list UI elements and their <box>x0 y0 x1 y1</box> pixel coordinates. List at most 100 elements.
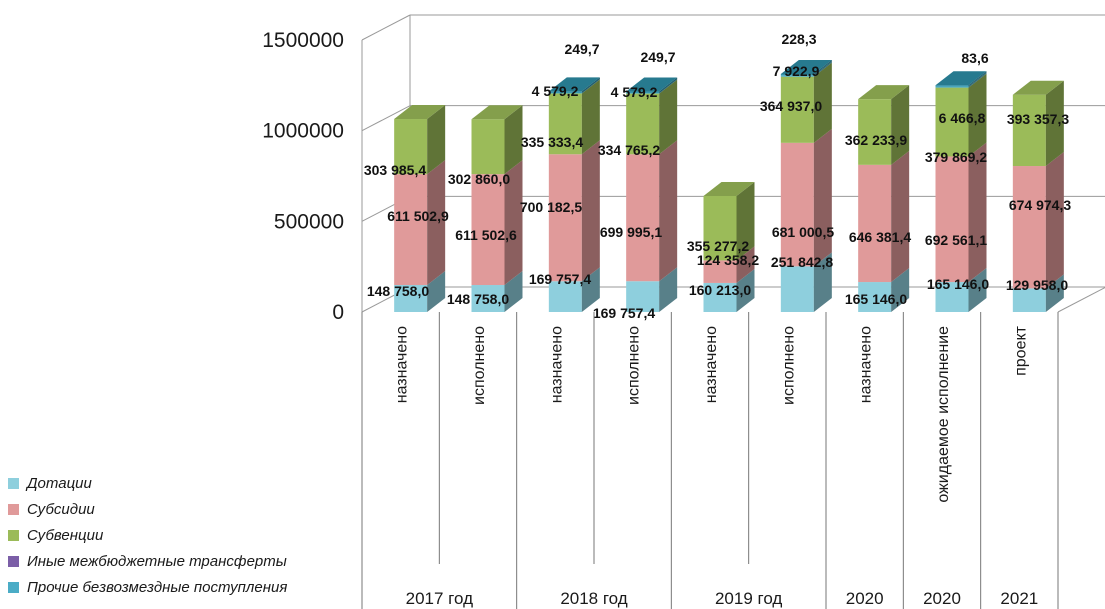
data-label: 169 757,4 <box>593 305 655 321</box>
bar-segment-side <box>581 77 600 93</box>
data-label: 165 146,0 <box>927 276 989 292</box>
x-group-label: 2020 <box>923 589 961 608</box>
bar-segment <box>548 92 582 94</box>
bar-segment <box>548 91 582 93</box>
bar-segment-side <box>813 128 832 267</box>
data-label: 4 579,2 <box>532 83 579 99</box>
bar-segment-side <box>504 160 523 286</box>
data-label: 165 146,0 <box>845 291 907 307</box>
bar-segment-side <box>891 268 910 312</box>
bar-segment-side <box>427 105 446 175</box>
legend-swatch <box>8 581 19 593</box>
bar-segment <box>626 281 660 312</box>
data-label: 169 757,4 <box>529 271 591 287</box>
data-label: 334 765,2 <box>598 142 660 158</box>
bar-segment <box>935 87 969 157</box>
y-tick-label: 1500000 <box>262 29 344 52</box>
x-axis: назначено исполнено назначено исполнено назн… <box>361 312 1059 609</box>
data-label: 148 758,0 <box>367 283 429 299</box>
data-label: 692 561,1 <box>925 232 987 248</box>
bar-segment-side <box>968 72 987 88</box>
y-tick-label: 0 <box>332 301 344 324</box>
bar-segment <box>703 195 737 261</box>
bar-segment <box>935 282 969 312</box>
chart-frame <box>361 14 1105 313</box>
bar-segment-top <box>780 60 832 75</box>
bar-segment <box>935 156 969 283</box>
data-label: 251 842,8 <box>771 254 833 270</box>
data-label: 674 974,3 <box>1009 197 1071 213</box>
data-label: 646 381,4 <box>849 229 911 245</box>
gridline-side <box>361 14 411 41</box>
x-category-label: исполнено <box>780 326 797 405</box>
bar-segment <box>626 91 660 93</box>
y-tick-label: 500000 <box>274 210 344 233</box>
bar-segment-side <box>968 73 987 157</box>
bar-segment-side <box>736 181 755 261</box>
bar-segment-top <box>471 105 523 120</box>
bar-segment <box>780 74 814 76</box>
x-group-label: 2020 <box>846 589 884 608</box>
x-category-label: ожидаемое исполнение <box>935 326 952 503</box>
x-category-label: проект <box>1012 325 1029 376</box>
data-label: 249,7 <box>564 41 599 57</box>
bar-segment-side <box>891 150 910 283</box>
bar-segment <box>780 142 814 267</box>
bar-segment-top <box>626 77 678 92</box>
gridline-side <box>361 105 411 132</box>
bar-segment <box>780 76 814 143</box>
data-label: 303 985,4 <box>364 162 426 178</box>
bar-segment <box>394 285 428 312</box>
bar-segment <box>1012 94 1046 167</box>
bar-segment <box>703 282 737 312</box>
legend-swatch <box>8 529 19 541</box>
x-group-label: 2018 год <box>560 589 627 608</box>
bar-segment <box>780 266 814 312</box>
data-label: 249,7 <box>640 49 675 65</box>
bar-segment-top <box>1012 80 1064 95</box>
legend-item: Иные межбюджетные трансферты <box>8 548 287 574</box>
bar-segment <box>548 93 582 155</box>
bar-segment <box>858 164 892 283</box>
data-label: 681 000,5 <box>772 224 834 240</box>
data-label: 7 922,9 <box>773 63 820 79</box>
data-label: 129 958,0 <box>1006 277 1068 293</box>
legend-label: Субсидии <box>27 500 95 518</box>
legend-swatch <box>8 555 19 567</box>
bar-segment-side <box>968 268 987 312</box>
bar-segment <box>858 282 892 312</box>
floor-edge <box>1057 286 1105 313</box>
bar-segment <box>626 154 660 282</box>
data-label: 379 869,2 <box>925 149 987 165</box>
bar-segment-side <box>427 160 446 286</box>
bar-segment-top <box>548 77 600 92</box>
legend-item: Субвенции <box>8 522 287 548</box>
data-label: 124 358,2 <box>697 252 759 268</box>
data-label: 83,6 <box>961 50 988 66</box>
bar-segment-side <box>581 79 600 155</box>
data-label: 700 182,5 <box>520 199 582 215</box>
bar-segment-side <box>813 252 832 312</box>
data-label: 611 502,6 <box>455 227 517 243</box>
data-label: 393 357,3 <box>1007 111 1069 127</box>
data-label: 228,3 <box>781 31 816 47</box>
data-label: 160 213,0 <box>689 282 751 298</box>
y-axis: 0 500000 1000000 1500000 <box>262 29 344 324</box>
bar-segment-top <box>703 181 755 196</box>
bar-segment <box>858 99 892 165</box>
bar-segment <box>394 174 428 286</box>
legend-item: Субсидии <box>8 496 287 522</box>
bar-segment-side <box>427 271 446 312</box>
legend-label: Дотации <box>27 474 92 492</box>
data-label: 148 758,0 <box>447 291 509 307</box>
bar-segment-side <box>659 79 678 155</box>
data-label: 4 579,2 <box>611 84 658 100</box>
bar-segment-side <box>968 142 987 283</box>
bar-segment-side <box>813 62 832 143</box>
bar-segment <box>935 86 969 88</box>
bar-segment-side <box>736 268 755 312</box>
data-label: 355 277,2 <box>687 238 749 254</box>
bar-segment <box>1012 166 1046 289</box>
bar-segment <box>471 285 505 312</box>
